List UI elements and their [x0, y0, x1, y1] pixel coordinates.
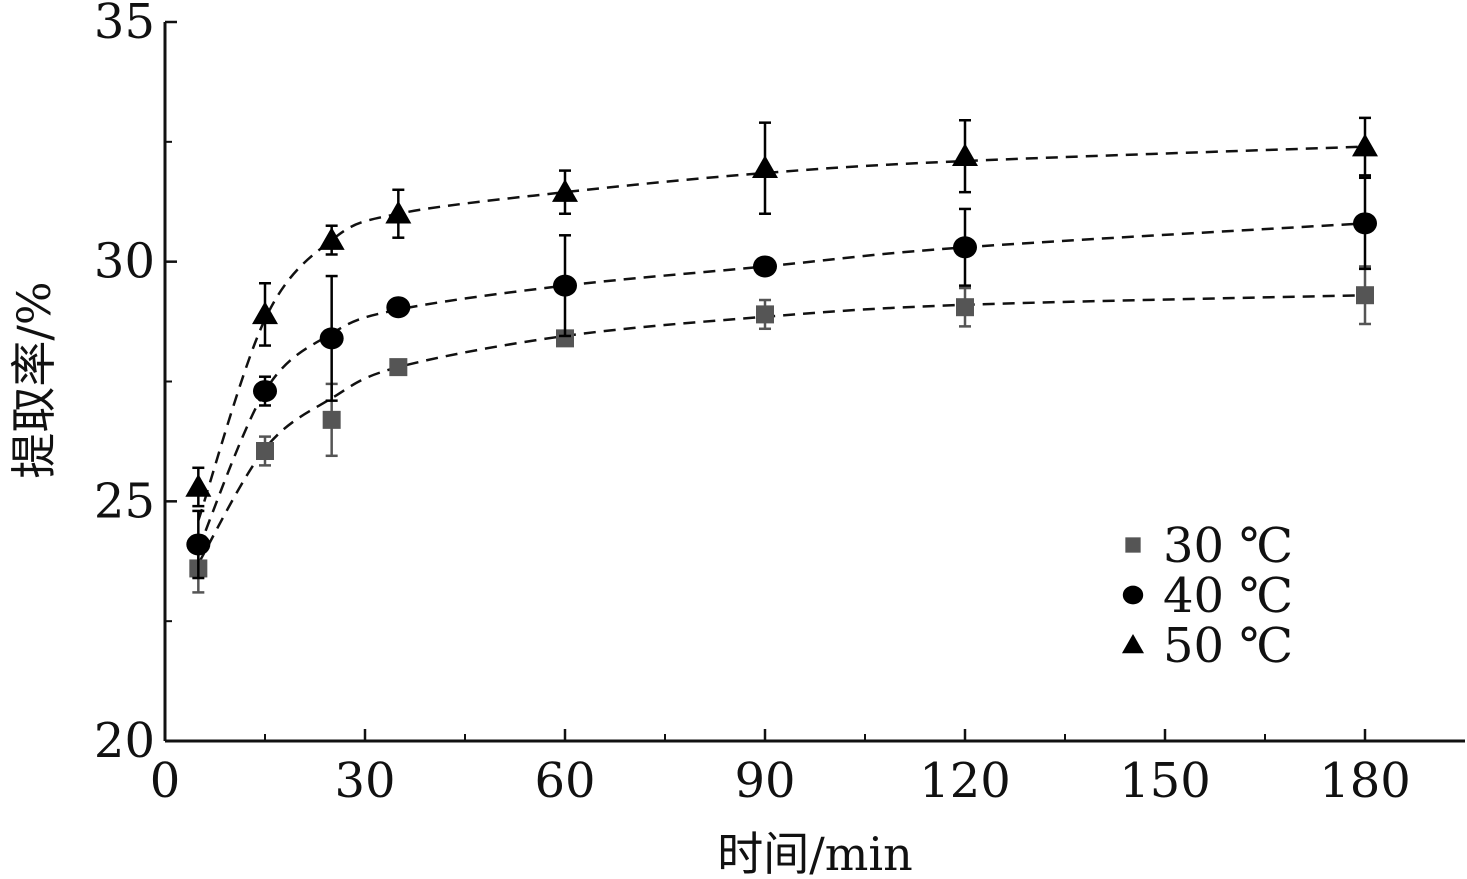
data-point-triangle [185, 473, 212, 497]
data-point-square [556, 329, 574, 348]
y-tick-label: 35 [94, 0, 155, 50]
data-point-circle [553, 274, 577, 297]
legend-marker-square [1125, 537, 1141, 553]
data-point-circle [319, 327, 344, 350]
data-point-circle [253, 380, 277, 403]
data-point-square [256, 442, 274, 461]
x-tick-label: 90 [734, 753, 795, 809]
data-point-triangle [385, 200, 412, 224]
data-point-triangle [1352, 133, 1378, 157]
x-tick-label: 30 [334, 753, 395, 809]
fit-curve-square [197, 293, 1366, 565]
data-point-triangle [752, 155, 778, 178]
data-point-circle [1353, 212, 1377, 235]
fit-curves [197, 145, 1366, 565]
data-point-circle [386, 296, 411, 319]
axes: 0 30 60 90 120 150 180 20 25 30 35 [94, 0, 1465, 809]
legend-marker-triangle [1121, 633, 1145, 654]
data-point-square [756, 305, 774, 324]
legend-label: 30 ℃ [1163, 518, 1293, 574]
x-tick-label: 120 [919, 753, 1011, 809]
legend-label: 40 ℃ [1163, 568, 1293, 624]
y-tick-label: 20 [94, 713, 155, 769]
series-circle [186, 176, 1377, 580]
data-point-circle [186, 533, 211, 556]
data-point-circle [953, 236, 977, 259]
legend: 30 ℃40 ℃50 ℃ [1121, 518, 1293, 674]
x-tick-label: 180 [1319, 753, 1411, 809]
data-point-triangle [318, 227, 345, 250]
data-point-square [956, 298, 974, 317]
data-point-triangle [952, 143, 978, 166]
series-triangle [185, 116, 1378, 508]
x-tick-label: 60 [534, 753, 595, 809]
legend-label: 50 ℃ [1163, 618, 1293, 674]
y-tick-label: 30 [94, 234, 155, 290]
legend-marker-circle [1122, 585, 1144, 605]
x-axis-title: 时间/min [717, 827, 912, 879]
fit-curve-triangle [197, 145, 1366, 521]
y-tick-label: 25 [94, 473, 155, 529]
data-point-square [389, 358, 408, 377]
data-point-triangle [252, 301, 278, 325]
x-tick-label: 150 [1119, 753, 1211, 809]
data-marks [185, 116, 1378, 594]
data-point-square [1356, 286, 1374, 305]
x-tick-label: 0 [150, 753, 181, 809]
data-point-circle [753, 255, 777, 278]
data-point-square [322, 410, 341, 429]
fit-curve-circle [197, 222, 1366, 550]
y-axis-title: 提取率/% [7, 281, 61, 478]
data-point-triangle [552, 179, 578, 202]
